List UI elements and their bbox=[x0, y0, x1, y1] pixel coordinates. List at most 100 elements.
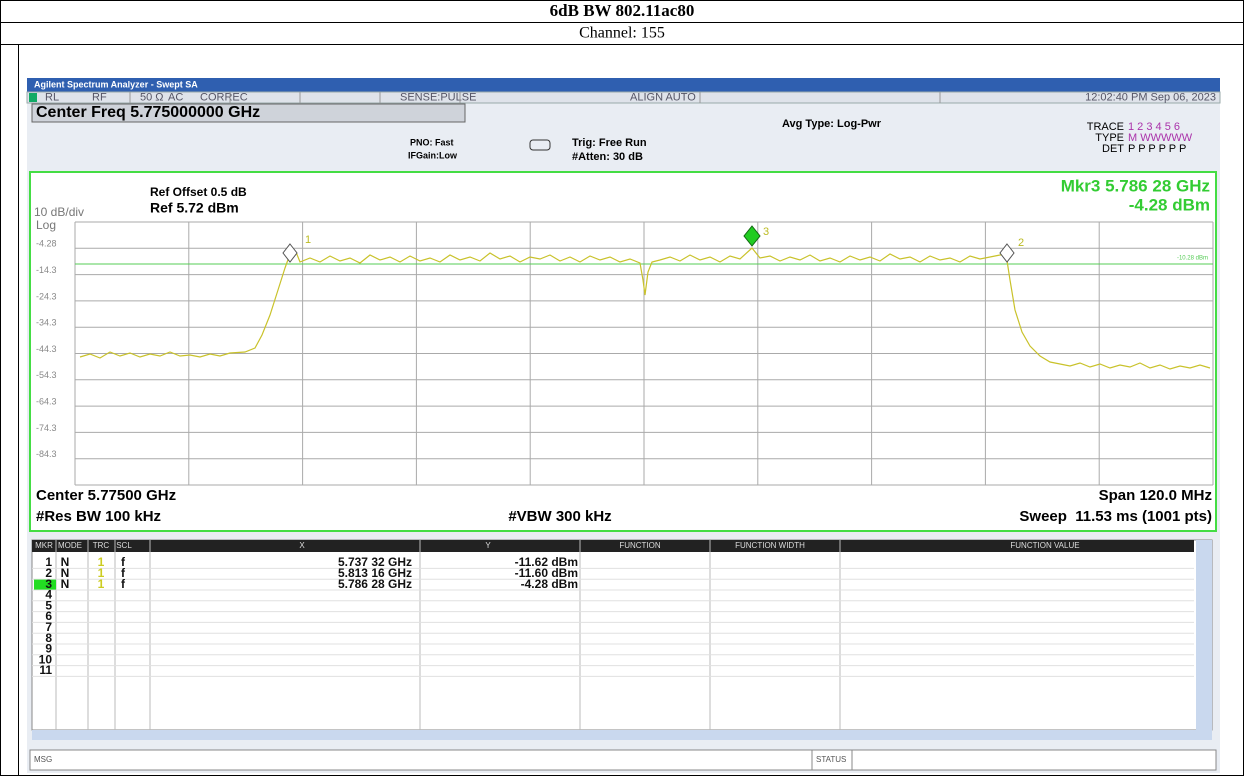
trace bbox=[79, 247, 1211, 370]
table-cell: -11.62 dBm bbox=[515, 555, 578, 569]
y-axis-label: -74.3 bbox=[36, 423, 57, 433]
y-axis-label: -24.3 bbox=[36, 291, 57, 301]
span: Span 120.0 MHz bbox=[1099, 487, 1212, 504]
status-item: ALIGN AUTO bbox=[630, 91, 696, 103]
det-values: P P P P P P bbox=[1128, 143, 1186, 155]
table-header-cell: TRC bbox=[93, 541, 110, 550]
table-cell: 4 bbox=[45, 588, 52, 602]
table-cell: f bbox=[121, 566, 126, 580]
table-cell: 5 bbox=[45, 598, 52, 612]
scale-type: Log bbox=[36, 218, 56, 232]
type-values: M WWWWW bbox=[1128, 132, 1193, 144]
h-scrollbar bbox=[32, 730, 1212, 740]
table-cell: 1 bbox=[98, 555, 105, 569]
table-cell: 7 bbox=[45, 620, 52, 634]
det-label: DET bbox=[1102, 143, 1124, 155]
display-line-label: -10.28 dBm bbox=[1177, 256, 1208, 262]
graph-frame bbox=[29, 171, 1217, 532]
active-row-marker bbox=[34, 579, 56, 590]
table-cell: 8 bbox=[45, 631, 52, 645]
table-cell: 1 bbox=[45, 555, 52, 569]
status-item: RF bbox=[92, 91, 107, 103]
ref-level: Ref 5.72 dBm bbox=[150, 200, 239, 216]
marker-value: -4.28 dBm bbox=[1129, 195, 1210, 214]
msg: MSG bbox=[34, 755, 52, 764]
center-freq: Center Freq 5.775000000 GHz bbox=[36, 104, 260, 121]
table-header-cell: Y bbox=[485, 541, 491, 550]
status-item: AC bbox=[168, 91, 183, 103]
vbw: #VBW 300 kHz bbox=[508, 508, 611, 525]
scale: 10 dB/div bbox=[34, 205, 84, 219]
marker-3 bbox=[743, 225, 761, 247]
table-cell: 5.813 16 GHz bbox=[338, 566, 412, 580]
pno: PNO: Fast bbox=[410, 137, 454, 147]
table-header bbox=[32, 540, 1194, 552]
table-cell: 3 bbox=[45, 577, 52, 591]
center-freq-box bbox=[31, 103, 466, 123]
y-axis-label: -14.3 bbox=[36, 265, 57, 275]
table-header-cell: MKR bbox=[35, 541, 53, 550]
scrollbar bbox=[1196, 540, 1212, 730]
msg-bar bbox=[29, 749, 1217, 771]
status: STATUS bbox=[816, 755, 846, 764]
table-cell: -4.28 dBm bbox=[521, 577, 578, 591]
res-bw: #Res BW 100 kHz bbox=[36, 508, 161, 525]
table-cell: 6 bbox=[45, 609, 52, 623]
doc-subtitle: Channel: 155 bbox=[579, 25, 665, 42]
status-item: 12:02:40 PM Sep 06, 2023 bbox=[1085, 91, 1216, 103]
table-cell: 2 bbox=[45, 566, 52, 580]
trace-values: 1 2 3 4 5 6 bbox=[1128, 121, 1180, 133]
y-axis-label: -84.3 bbox=[36, 449, 57, 459]
table-header-cell: SCL bbox=[116, 541, 132, 550]
marker-1-label: 1 bbox=[305, 234, 311, 246]
window-title: Agilent Spectrum Analyzer - Swept SA bbox=[34, 79, 198, 89]
table-cell: 5.786 28 GHz bbox=[338, 577, 412, 591]
table-cell: N bbox=[61, 555, 70, 569]
table-header-cell: FUNCTION bbox=[619, 541, 661, 550]
marker-freq: Mkr3 5.786 28 GHz bbox=[1061, 176, 1210, 195]
table-cell: N bbox=[61, 566, 70, 580]
avg-type: Avg Type: Log-Pwr bbox=[782, 118, 882, 130]
table-cell: 5.737 32 GHz bbox=[338, 555, 412, 569]
status-icon bbox=[29, 93, 37, 102]
y-axis-label: -54.3 bbox=[36, 370, 57, 380]
sweep: Sweep 11.53 ms (1001 pts) bbox=[1019, 508, 1212, 525]
table-header-cell: MODE bbox=[58, 541, 82, 550]
ref-offset: Ref Offset 0.5 dB bbox=[150, 185, 247, 199]
atten: #Atten: 30 dB bbox=[572, 151, 643, 163]
marker-2-label: 2 bbox=[1018, 237, 1024, 249]
marker-table bbox=[31, 539, 1213, 731]
trig-icon bbox=[529, 139, 551, 151]
y-axis-label: -44.3 bbox=[36, 344, 57, 354]
table-cell: f bbox=[121, 577, 126, 591]
y-axis-label: -64.3 bbox=[36, 396, 57, 406]
marker-3-label: 3 bbox=[763, 226, 769, 238]
marker-1 bbox=[282, 243, 298, 263]
table-cell: 1 bbox=[98, 577, 105, 591]
table-cell: 9 bbox=[45, 642, 52, 656]
doc-title: 6dB BW 802.11ac80 bbox=[550, 1, 695, 20]
y-axis-label: -34.3 bbox=[36, 318, 57, 328]
table-cell: N bbox=[61, 577, 70, 591]
trace-label: TRACE bbox=[1087, 121, 1124, 133]
center-label: Center 5.77500 GHz bbox=[36, 487, 176, 504]
status-bar bbox=[26, 91, 1221, 104]
table-cell: 10 bbox=[39, 652, 53, 666]
status-item: CORREC bbox=[200, 91, 248, 103]
status-item: 50 Ω bbox=[140, 91, 164, 103]
table-header-cell: FUNCTION WIDTH bbox=[735, 541, 805, 550]
trig: Trig: Free Run bbox=[572, 137, 647, 149]
status-item: RL bbox=[45, 91, 59, 103]
table-cell: f bbox=[121, 555, 126, 569]
table-header-cell: FUNCTION VALUE bbox=[1010, 541, 1079, 550]
table-header-cell: X bbox=[299, 541, 305, 550]
table-cell: 11 bbox=[39, 663, 52, 677]
type-label: TYPE bbox=[1095, 132, 1124, 144]
marker-2 bbox=[999, 243, 1015, 263]
title-bar bbox=[27, 78, 1220, 92]
table-cell: 1 bbox=[98, 566, 105, 580]
y-axis-label: -4.28 bbox=[36, 239, 57, 249]
status-item: SENSE:PULSE bbox=[400, 91, 476, 103]
ifgain: IFGain:Low bbox=[408, 150, 458, 160]
